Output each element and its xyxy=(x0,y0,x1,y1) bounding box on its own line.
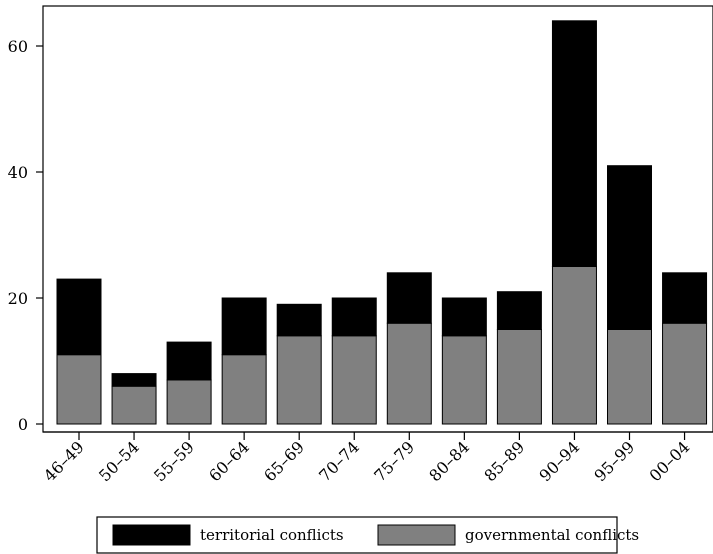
legend-swatch-territorial xyxy=(112,524,191,546)
bar-governmental-95–99 xyxy=(607,329,652,425)
x-tick-label: 65–69 xyxy=(260,437,308,485)
x-tick-label: 90–94 xyxy=(535,437,583,485)
bar-territorial-80–84 xyxy=(441,297,487,337)
bar-governmental-46–49 xyxy=(56,354,102,425)
bar-territorial-85–89 xyxy=(496,291,542,331)
bar-governmental-80–84 xyxy=(441,335,487,425)
bar-territorial-55–59 xyxy=(166,341,212,381)
y-tick-label: 0 xyxy=(18,415,28,434)
y-tick-label: 20 xyxy=(8,289,28,308)
x-tick-label: 95–99 xyxy=(590,437,638,485)
bar-governmental-00–04 xyxy=(662,322,708,425)
bar-governmental-90–94 xyxy=(551,266,597,425)
legend-swatch-governmental xyxy=(377,524,456,546)
bar-governmental-75–79 xyxy=(386,322,432,425)
bar-territorial-00–04 xyxy=(662,272,708,324)
bar-territorial-65–69 xyxy=(276,303,322,337)
bars-layer xyxy=(56,20,708,425)
bar-governmental-55–59 xyxy=(166,379,212,425)
legend-label-governmental: governmental conflicts xyxy=(465,526,639,544)
x-axis: 46–49 50–54 55–59 60–64 65–69 70–74 75–79 80–84… xyxy=(40,432,693,485)
bar-territorial-95–99 xyxy=(607,165,652,330)
x-tick-label: 00–04 xyxy=(645,437,693,485)
bar-governmental-85–89 xyxy=(496,329,542,425)
bar-governmental-70–74 xyxy=(331,335,377,425)
legend: territorial conflicts governmental confl… xyxy=(96,516,639,554)
bar-territorial-50–54 xyxy=(111,373,157,387)
x-tick-label: 60–64 xyxy=(205,437,253,485)
bar-territorial-46–49 xyxy=(56,278,102,356)
y-axis: 0 20 40 60 xyxy=(8,37,43,434)
bar-territorial-75–79 xyxy=(386,272,432,324)
x-tick-label: 70–74 xyxy=(315,437,363,485)
bar-territorial-70–74 xyxy=(331,297,377,337)
legend-label-territorial: territorial conflicts xyxy=(200,526,344,544)
bar-territorial-90–94 xyxy=(551,20,597,267)
x-tick-label: 50–54 xyxy=(95,437,143,485)
x-tick-label: 55–59 xyxy=(150,437,198,485)
x-tick-label: 80–84 xyxy=(425,437,473,485)
bar-governmental-60–64 xyxy=(221,354,267,425)
y-tick-label: 60 xyxy=(8,37,28,56)
x-tick-label: 46–49 xyxy=(40,437,88,485)
bar-territorial-60–64 xyxy=(221,297,267,356)
y-tick-label: 40 xyxy=(8,163,28,182)
x-tick-label: 85–89 xyxy=(480,437,528,485)
bar-governmental-50–54 xyxy=(111,385,157,425)
bar-governmental-65–69 xyxy=(276,335,322,425)
x-tick-label: 75–79 xyxy=(370,437,418,485)
legend-box xyxy=(96,516,618,554)
